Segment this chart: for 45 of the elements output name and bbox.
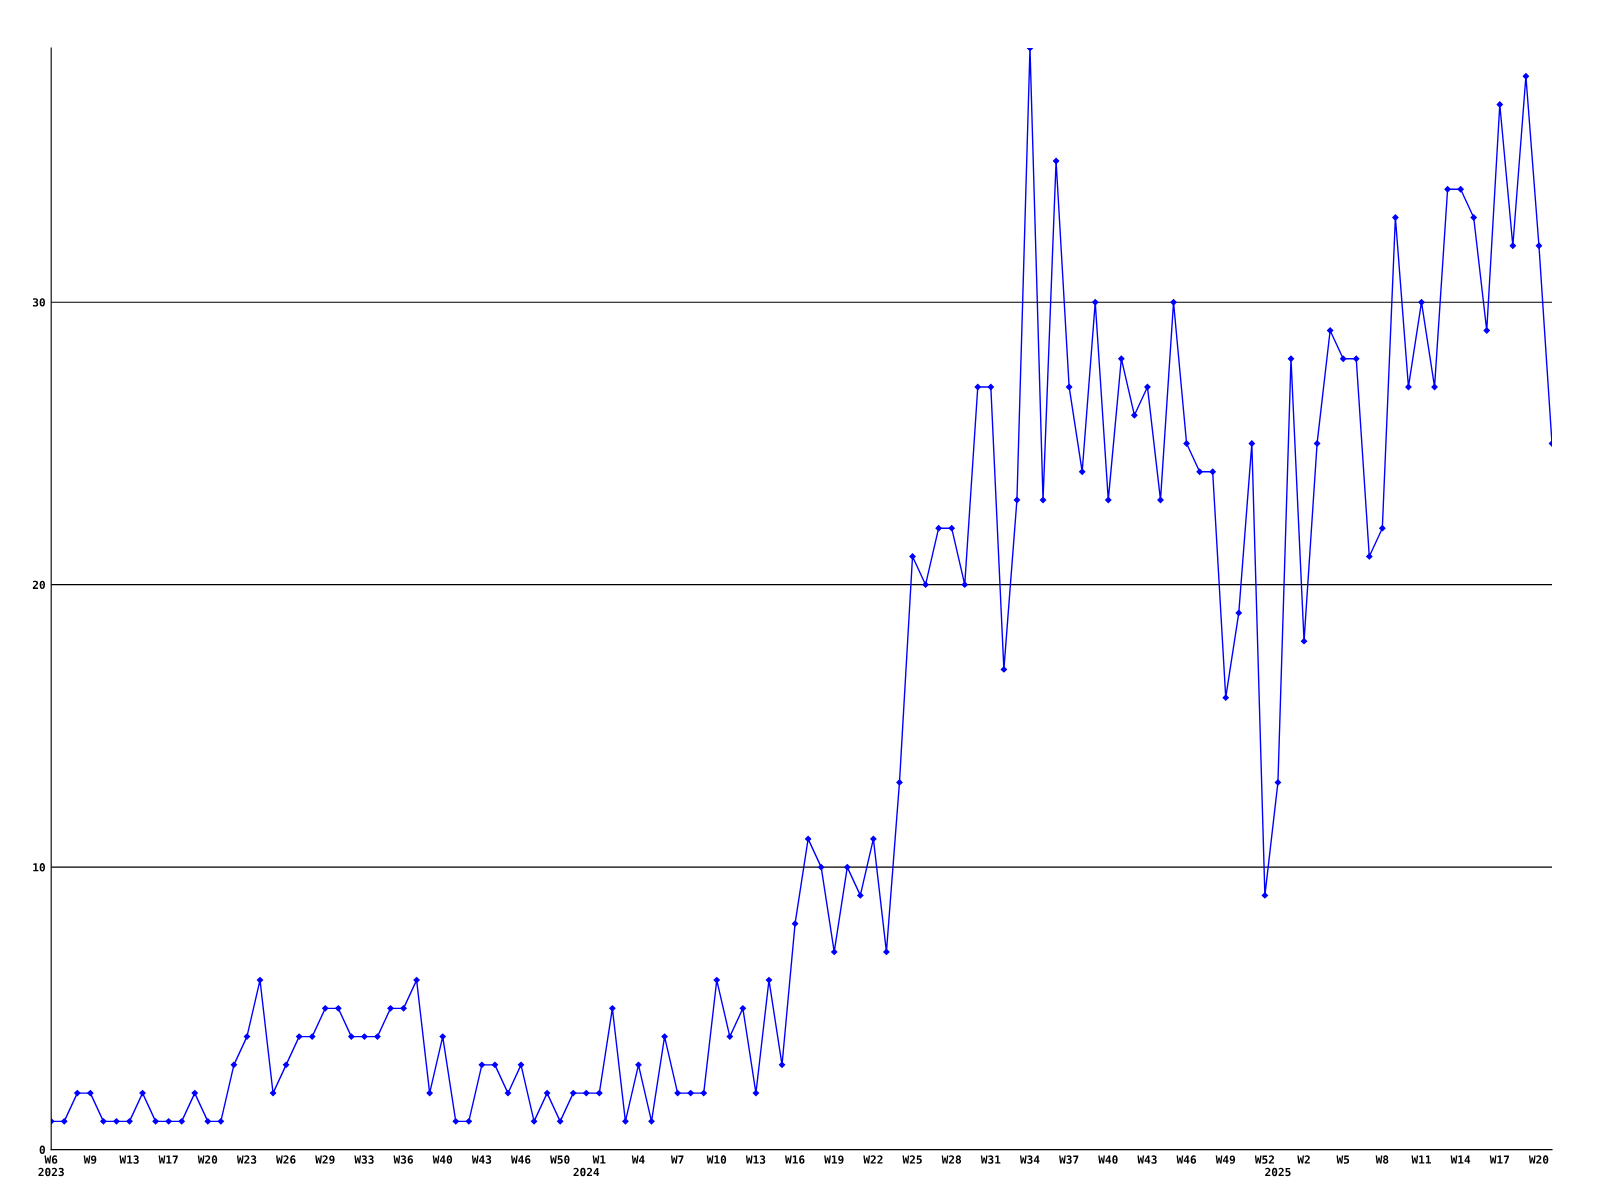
x-tick-label: W4: [631, 1155, 645, 1164]
x-tick-label: W11: [1411, 1155, 1431, 1164]
x-tick-label: W9: [83, 1155, 97, 1164]
x-tick-label: W37: [1059, 1155, 1079, 1164]
x-tick-label: W25: [902, 1155, 922, 1164]
x-tick-label: W22: [863, 1155, 883, 1164]
x-tick-label: 2024: [573, 1167, 600, 1177]
x-tick-label: W46: [510, 1155, 531, 1164]
x-tick-label: W52: [1254, 1155, 1274, 1164]
x-tick-label: W10: [706, 1155, 727, 1164]
x-tick-label: W36: [393, 1155, 413, 1164]
x-tick-label: W17: [158, 1155, 178, 1164]
x-tick-label: W23: [236, 1155, 257, 1164]
x-tick-label: W14: [1450, 1155, 1471, 1164]
x-tick-label: W46: [1176, 1155, 1197, 1164]
x-tick-label: W13: [119, 1155, 139, 1164]
x-tick-label: W20: [197, 1155, 218, 1164]
y-tick-label: 10: [33, 863, 45, 872]
x-tick-label: W7: [670, 1155, 684, 1164]
x-tick-label: W6 2023: [38, 1155, 64, 1177]
y-tick-label: 20: [32, 580, 45, 590]
x-tick-label: W19: [824, 1155, 844, 1164]
x-tick-label: W28: [941, 1155, 962, 1164]
x-tick-label: W33: [354, 1155, 374, 1164]
x-tick-label: 2025: [1265, 1167, 1291, 1177]
x-tick-label: W50: [550, 1155, 570, 1164]
y-tick-label: 0: [39, 1145, 45, 1154]
x-tick-label: W40: [432, 1155, 453, 1164]
x-tick-label: W20: [1528, 1155, 1549, 1164]
x-tick-label: W43: [471, 1155, 492, 1164]
x-tick-label: W8: [1375, 1155, 1389, 1164]
x-tick-label: W43: [1137, 1155, 1157, 1164]
x-tick-label: W17: [1489, 1155, 1509, 1164]
x-tick-label: W34: [1019, 1155, 1040, 1164]
x-tick-label: W40: [1098, 1155, 1118, 1164]
x-tick-label: W49: [1215, 1155, 1236, 1164]
x-tick-label: W26: [276, 1155, 296, 1164]
x-tick-label: W13: [745, 1155, 766, 1164]
x-tick-label: W1: [592, 1155, 606, 1164]
y-tick-label: 30: [32, 298, 45, 307]
x-tick-label: W16: [785, 1155, 805, 1164]
x-tick-label: W5: [1336, 1155, 1350, 1164]
x-tick-label: W29: [315, 1155, 335, 1164]
x-tick-label: W2: [1297, 1155, 1310, 1164]
x-tick-label: W31: [980, 1155, 1001, 1164]
